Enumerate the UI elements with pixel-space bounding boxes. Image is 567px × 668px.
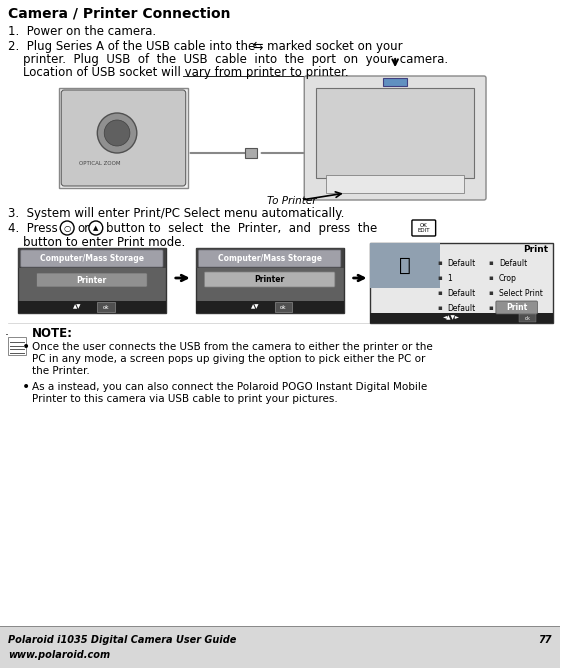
Text: marked socket on your: marked socket on your: [266, 39, 403, 53]
Text: printer.  Plug  USB  of  the  USB  cable  into  the  port  on  your  camera.: printer. Plug USB of the USB cable into …: [8, 53, 448, 65]
Bar: [8, 337, 26, 355]
Text: ▲▼: ▲▼: [73, 305, 81, 309]
Text: www.polaroid.com: www.polaroid.com: [8, 650, 110, 660]
Text: .: .: [5, 325, 9, 337]
Bar: [196, 248, 344, 313]
Text: 👤: 👤: [399, 255, 411, 275]
FancyBboxPatch shape: [304, 76, 486, 200]
Bar: [326, 175, 464, 193]
Text: ▲▼: ▲▼: [251, 305, 259, 309]
Text: 2.  Plug Series A of the USB cable into the: 2. Plug Series A of the USB cable into t…: [8, 39, 255, 53]
Bar: [18, 248, 166, 313]
Text: ▪: ▪: [437, 290, 442, 296]
Circle shape: [98, 113, 137, 153]
Text: Camera / Printer Connection: Camera / Printer Connection: [8, 6, 230, 20]
Text: ▪: ▪: [437, 275, 442, 281]
Text: 4.  Press: 4. Press: [8, 222, 58, 234]
Bar: [196, 248, 344, 268]
FancyBboxPatch shape: [36, 273, 147, 287]
Text: ▪: ▪: [489, 290, 493, 296]
Text: Computer/Mass Storage: Computer/Mass Storage: [218, 253, 321, 263]
FancyBboxPatch shape: [496, 301, 538, 314]
Text: or: or: [77, 222, 89, 234]
Text: To Printer: To Printer: [266, 196, 316, 206]
Text: Computer/Mass Storage: Computer/Mass Storage: [40, 253, 144, 263]
Text: Default: Default: [447, 259, 476, 267]
Text: PC in any mode, a screen pops up giving the option to pick either the PC or: PC in any mode, a screen pops up giving …: [32, 354, 425, 364]
Bar: [18, 248, 166, 268]
Text: Default: Default: [447, 289, 476, 297]
Text: Select Print: Select Print: [499, 289, 543, 297]
FancyBboxPatch shape: [61, 90, 186, 186]
FancyBboxPatch shape: [205, 272, 335, 287]
Text: As a instead, you can also connect the Polaroid POGO Instant Digital Mobile: As a instead, you can also connect the P…: [32, 382, 427, 392]
Bar: [370, 313, 553, 323]
Text: Location of USB socket will vary from printer to printer.: Location of USB socket will vary from pr…: [8, 65, 349, 79]
Text: NOTE:: NOTE:: [32, 327, 73, 339]
Bar: [519, 314, 536, 322]
Text: ▪: ▪: [437, 305, 442, 311]
Text: OK
EDIT: OK EDIT: [417, 222, 430, 233]
Text: Polaroid i1035 Digital Camera User Guide: Polaroid i1035 Digital Camera User Guide: [8, 635, 236, 645]
Text: OPTICAL ZOOM: OPTICAL ZOOM: [79, 160, 120, 166]
Text: Printer to this camera via USB cable to print your pictures.: Printer to this camera via USB cable to …: [32, 394, 337, 404]
Text: ◄▲▼►: ◄▲▼►: [443, 315, 460, 321]
Bar: [370, 243, 553, 323]
Text: 3.  System will enter Print/PC Select menu automatically.: 3. System will enter Print/PC Select men…: [8, 206, 344, 220]
Bar: [245, 148, 257, 158]
Bar: [60, 88, 188, 188]
Text: ▪: ▪: [489, 305, 493, 311]
Text: ○: ○: [64, 224, 71, 232]
Text: ▲: ▲: [93, 225, 99, 231]
Text: 77: 77: [539, 635, 552, 645]
Circle shape: [104, 120, 130, 146]
Text: Once the user connects the USB from the camera to either the printer or the: Once the user connects the USB from the …: [32, 342, 433, 352]
Text: Crop: Crop: [499, 273, 517, 283]
Text: Print: Print: [523, 244, 548, 253]
Bar: [370, 243, 439, 288]
Text: the Printer.: the Printer.: [32, 366, 90, 376]
Text: •: •: [22, 340, 30, 354]
Text: ok: ok: [524, 315, 531, 321]
Bar: [316, 88, 474, 178]
Text: •: •: [22, 380, 30, 394]
Bar: [196, 301, 344, 313]
Text: ok: ok: [103, 305, 109, 309]
Text: Default: Default: [447, 303, 476, 313]
Text: ▪: ▪: [489, 275, 493, 281]
Bar: [18, 301, 166, 313]
Text: Default: Default: [499, 259, 527, 267]
Text: ▪: ▪: [489, 260, 493, 266]
Text: button to enter Print mode.: button to enter Print mode.: [8, 236, 185, 248]
FancyBboxPatch shape: [198, 250, 341, 267]
Text: ▪: ▪: [437, 260, 442, 266]
Text: Printer: Printer: [77, 275, 107, 285]
Text: ok: ok: [280, 305, 287, 309]
Text: 1.  Power on the camera.: 1. Power on the camera.: [8, 25, 156, 37]
Bar: [274, 302, 293, 312]
Text: 1: 1: [447, 273, 452, 283]
Bar: [383, 78, 407, 86]
Text: button to  select  the  Printer,  and  press  the: button to select the Printer, and press …: [105, 222, 377, 234]
Bar: [97, 302, 115, 312]
FancyBboxPatch shape: [21, 250, 163, 267]
Bar: [0, 626, 560, 668]
Text: Print: Print: [506, 303, 527, 311]
Text: Printer: Printer: [255, 275, 285, 283]
Text: ⇆: ⇆: [253, 39, 264, 53]
